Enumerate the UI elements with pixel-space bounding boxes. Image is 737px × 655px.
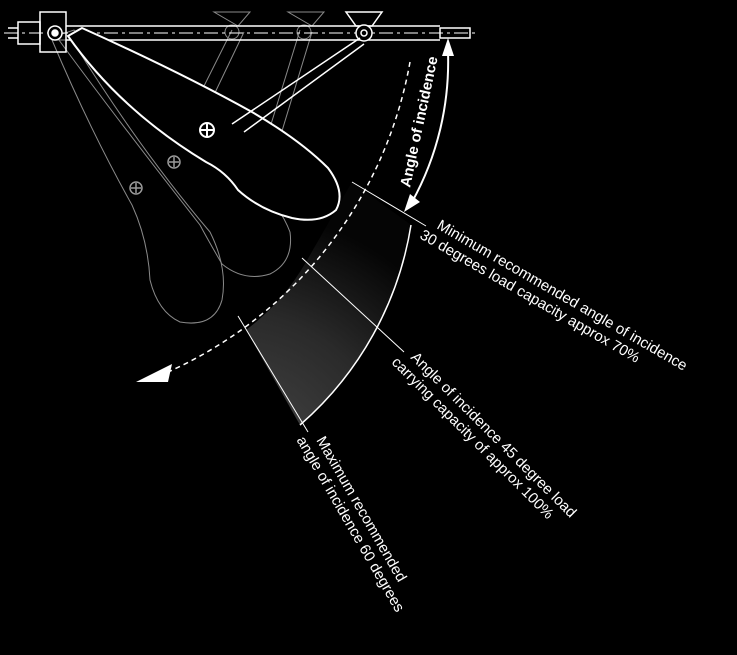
svg-text:angle of incidence 60 degrees: angle of incidence 60 degrees: [293, 433, 408, 615]
pivot-mount: [8, 11, 67, 53]
bolt-icon: [199, 122, 215, 138]
angle-of-incidence-label: Angle of incidence: [397, 55, 441, 189]
label-min-angle: Minimum recommended angle of incidence 3…: [417, 217, 690, 375]
svg-text:30 degrees load capacity appro: 30 degrees load capacity approx 70%: [417, 226, 643, 366]
ghost-hinge-brackets: [212, 11, 326, 40]
sector-outer-arc: [299, 224, 412, 426]
label-max-angle: Maximum recommended angle of incidence 6…: [293, 433, 410, 615]
svg-text:carrying capacity of approx 10: carrying capacity of approx 100%: [388, 354, 557, 523]
ghost-arm-60: [51, 39, 224, 324]
ghost-bolt-icon-45: [167, 155, 181, 169]
label-mid-angle: Angle of incidence 45 degree load carryi…: [388, 349, 580, 523]
leader-line-min: [351, 181, 427, 227]
angle-arrowhead-top-icon: [442, 38, 454, 56]
leader-line-max: [237, 315, 309, 433]
ghost-bolt-icon-60: [129, 181, 143, 195]
recommended-angle-sector: [246, 182, 411, 425]
leader-line-mid: [301, 257, 405, 353]
angle-arrowhead-bottom-icon: [404, 194, 420, 212]
svg-text:Maximum recommended: Maximum recommended: [313, 434, 410, 585]
cylinder-strut: [231, 37, 365, 133]
sweep-dashed-arc: [167, 61, 411, 373]
sweep-arrowhead-icon: [136, 364, 172, 382]
svg-text:Angle of incidence 45 degree l: Angle of incidence 45 degree load: [407, 349, 579, 521]
hinge-bracket: [344, 11, 384, 42]
svg-text:Minimum recommended angle of i: Minimum recommended angle of incidence: [434, 217, 690, 375]
angle-arc: [411, 51, 450, 203]
